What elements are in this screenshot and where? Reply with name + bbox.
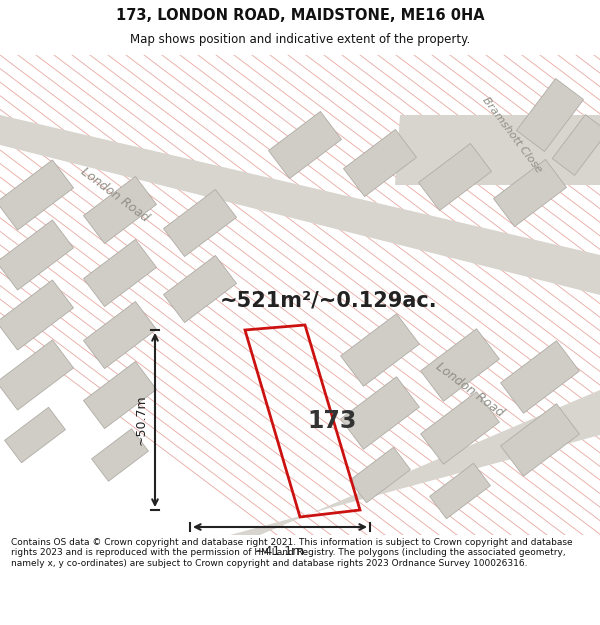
Polygon shape	[341, 314, 419, 386]
Polygon shape	[500, 404, 580, 476]
Polygon shape	[0, 115, 600, 295]
Polygon shape	[83, 301, 157, 369]
Polygon shape	[0, 220, 73, 290]
Polygon shape	[350, 448, 410, 503]
Text: London Road: London Road	[79, 165, 152, 225]
Polygon shape	[552, 114, 600, 176]
Polygon shape	[5, 408, 65, 462]
Polygon shape	[395, 115, 600, 185]
Text: London Road: London Road	[433, 360, 506, 420]
Polygon shape	[341, 377, 419, 449]
Polygon shape	[421, 392, 499, 464]
Text: ~50.7m: ~50.7m	[134, 395, 148, 445]
Polygon shape	[500, 341, 580, 413]
Polygon shape	[92, 429, 148, 481]
Text: Bramshott Close: Bramshott Close	[481, 95, 544, 175]
Polygon shape	[83, 176, 157, 244]
Polygon shape	[0, 160, 73, 230]
Polygon shape	[419, 144, 491, 211]
Text: 173, LONDON ROAD, MAIDSTONE, ME16 0HA: 173, LONDON ROAD, MAIDSTONE, ME16 0HA	[116, 8, 484, 23]
Polygon shape	[83, 239, 157, 306]
Polygon shape	[230, 390, 600, 535]
Polygon shape	[421, 329, 499, 401]
Polygon shape	[494, 159, 566, 226]
Text: ~41.1m: ~41.1m	[255, 545, 305, 558]
Text: ~521m²/~0.129ac.: ~521m²/~0.129ac.	[220, 290, 437, 310]
Polygon shape	[164, 256, 236, 322]
Polygon shape	[430, 463, 490, 519]
Polygon shape	[0, 340, 73, 410]
Polygon shape	[344, 129, 416, 196]
Text: Map shows position and indicative extent of the property.: Map shows position and indicative extent…	[130, 33, 470, 46]
Text: 173: 173	[308, 409, 357, 432]
Text: Contains OS data © Crown copyright and database right 2021. This information is : Contains OS data © Crown copyright and d…	[11, 538, 572, 568]
Polygon shape	[269, 111, 341, 179]
Polygon shape	[83, 361, 157, 429]
Polygon shape	[164, 189, 236, 256]
Polygon shape	[517, 79, 584, 151]
Polygon shape	[0, 280, 73, 350]
